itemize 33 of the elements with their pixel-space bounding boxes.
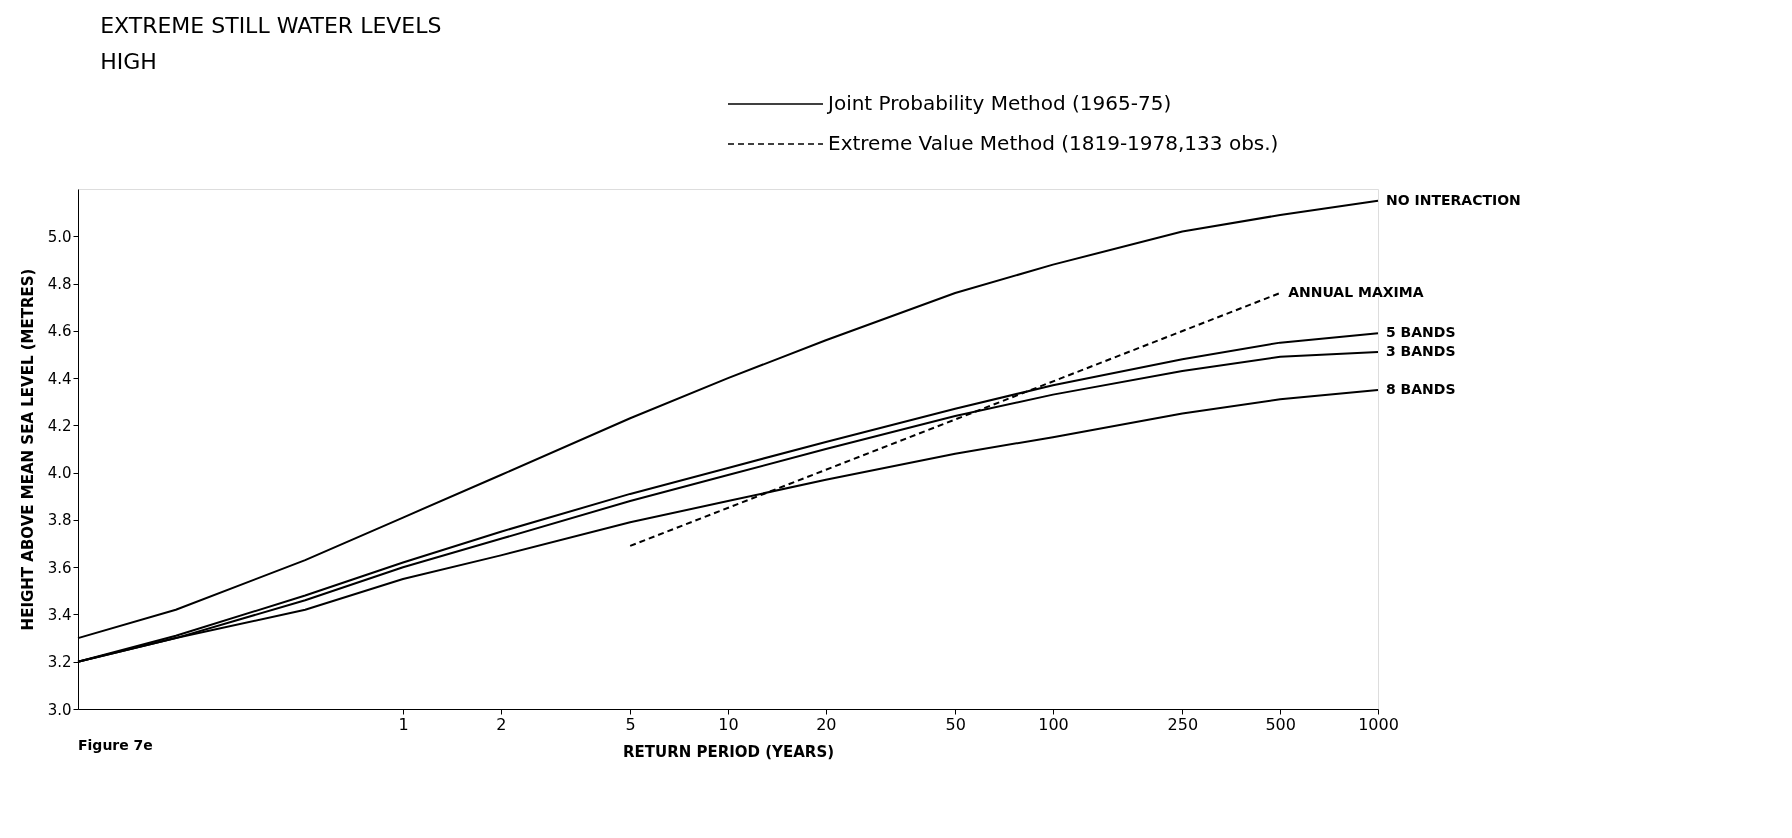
y-tick-label: 3.0	[47, 700, 72, 719]
x-tick-label: 20	[816, 714, 837, 734]
y-tick-label: 4.2	[47, 416, 72, 435]
y-tick-label: 3.2	[47, 653, 72, 672]
x-tick-label: 500	[1265, 714, 1296, 734]
x-tick-label: 5	[625, 714, 636, 734]
y-tick-label: 4.6	[47, 322, 72, 341]
x-tick-label: 250	[1167, 714, 1199, 734]
y-tick-label: 3.8	[47, 511, 72, 530]
x-tick-label: 1000	[1358, 714, 1399, 734]
text: Extreme Value Method (1819-1978,133 obs.)	[828, 131, 1279, 155]
series-label: 3 BANDS	[1386, 343, 1456, 360]
x-tick-label: 1	[398, 714, 409, 734]
x-tick-label: 2	[496, 714, 507, 734]
series-label: NO INTERACTION	[1386, 191, 1521, 208]
x-tick-label: 100	[1038, 714, 1069, 734]
series-label: 5 BANDS	[1386, 324, 1456, 341]
series-label: ANNUAL MAXIMA	[1288, 284, 1424, 300]
text: Joint Probability Method (1965-75)	[826, 91, 1172, 115]
y-tick-label: 3.4	[47, 605, 72, 624]
series-label: 8 BANDS	[1386, 380, 1456, 397]
y-tick-label: 4.8	[47, 275, 72, 294]
y-tick-label: 5.0	[47, 227, 72, 246]
y-axis-title: HEIGHT ABOVE MEAN SEA LEVEL (METRES)	[18, 268, 37, 631]
y-tick-label: 4.0	[47, 464, 72, 483]
caption: Figure 7e	[78, 737, 153, 753]
chart-subtitle: HIGH	[100, 49, 157, 74]
x-tick-label: 10	[718, 714, 739, 734]
y-tick-label: 3.6	[47, 558, 72, 577]
x-tick-label: 50	[945, 714, 966, 734]
x-axis-title: RETURN PERIOD (YEARS)	[622, 742, 835, 761]
chart-title: EXTREME STILL WATER LEVELS	[100, 13, 442, 38]
y-tick-label: 4.4	[47, 369, 72, 388]
